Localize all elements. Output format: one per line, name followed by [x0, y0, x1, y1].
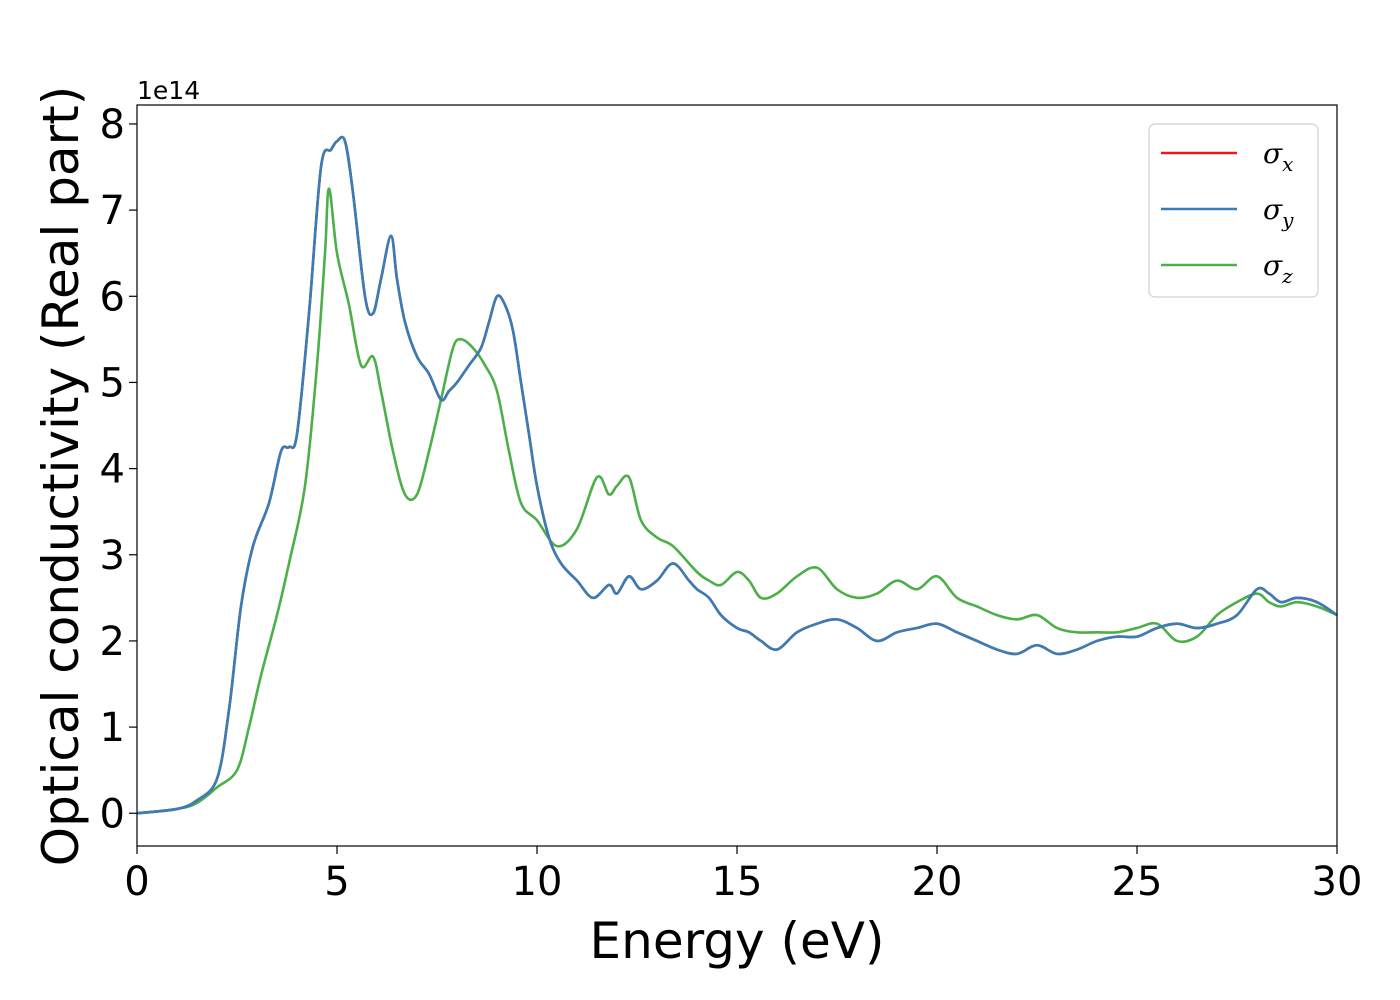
x-tick-label: 15	[712, 859, 763, 905]
x-tick-label: 5	[324, 859, 349, 905]
y-tick-label: 5	[100, 360, 125, 406]
y-tick-label: 7	[100, 188, 125, 234]
y-tick-label: 8	[100, 102, 125, 148]
y-tick-label: 1	[100, 705, 125, 751]
legend-label-y: σy	[1263, 193, 1294, 232]
y-axis-label: Optical conductivity (Real part)	[32, 86, 90, 867]
y-axis-ticks: 0 1 2 3 4 5 6 7 8	[100, 102, 137, 837]
x-tick-label: 0	[124, 859, 149, 905]
x-tick-label: 20	[912, 859, 963, 905]
legend-label-x: σx	[1263, 137, 1293, 176]
legend: σx σy σz	[1148, 123, 1319, 298]
y-tick-label: 4	[100, 447, 125, 493]
y-tick-label: 2	[100, 619, 125, 665]
legend-label-z: σz	[1263, 249, 1293, 288]
x-tick-label: 30	[1312, 859, 1363, 905]
series-line-y	[137, 135, 1337, 815]
x-tick-label: 10	[512, 859, 563, 905]
x-axis-label: Energy (eV)	[590, 912, 885, 970]
x-axis-ticks: 0 5 10 15 20 25 30	[124, 846, 1362, 905]
y-tick-label: 3	[100, 533, 125, 579]
y-tick-label: 6	[100, 274, 125, 320]
y-tick-label: 0	[100, 791, 125, 837]
y-offset-label: 1e14	[137, 76, 200, 105]
series-line-z	[137, 187, 1337, 815]
x-tick-label: 25	[1112, 859, 1163, 905]
series-layer	[137, 135, 1337, 815]
legend-box	[1148, 123, 1319, 298]
